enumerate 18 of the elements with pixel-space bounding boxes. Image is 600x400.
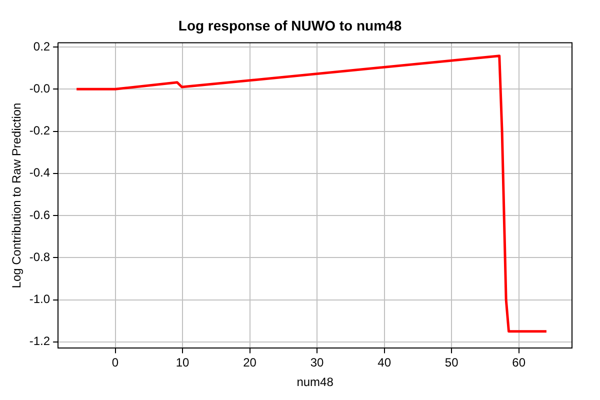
y-axis-title: Log Contribution to Raw Prediction: [10, 102, 24, 288]
y-tick-label: -1.2: [29, 334, 50, 348]
x-axis-title: num48: [296, 375, 334, 390]
y-tick-label: -0.4: [29, 166, 50, 180]
x-tick-label: 40: [378, 356, 392, 370]
y-tick-label: -1.0: [29, 292, 50, 306]
x-tick-label: 0: [112, 356, 119, 370]
x-tick-label: 10: [176, 356, 190, 370]
y-tick-label: 0.2: [33, 39, 50, 54]
x-tick-label: 20: [243, 356, 257, 370]
y-tick-label: -0.6: [29, 208, 50, 222]
chart-title: Log response of NUWO to num48: [178, 17, 402, 34]
y-tick-label: -0.2: [29, 124, 50, 138]
y-tick-label: -0.0: [29, 81, 50, 96]
x-tick-label: 60: [512, 356, 526, 370]
y-tick-label: -0.8: [29, 250, 50, 264]
x-tick-label: 30: [310, 356, 324, 370]
x-tick-label: 50: [444, 356, 459, 370]
